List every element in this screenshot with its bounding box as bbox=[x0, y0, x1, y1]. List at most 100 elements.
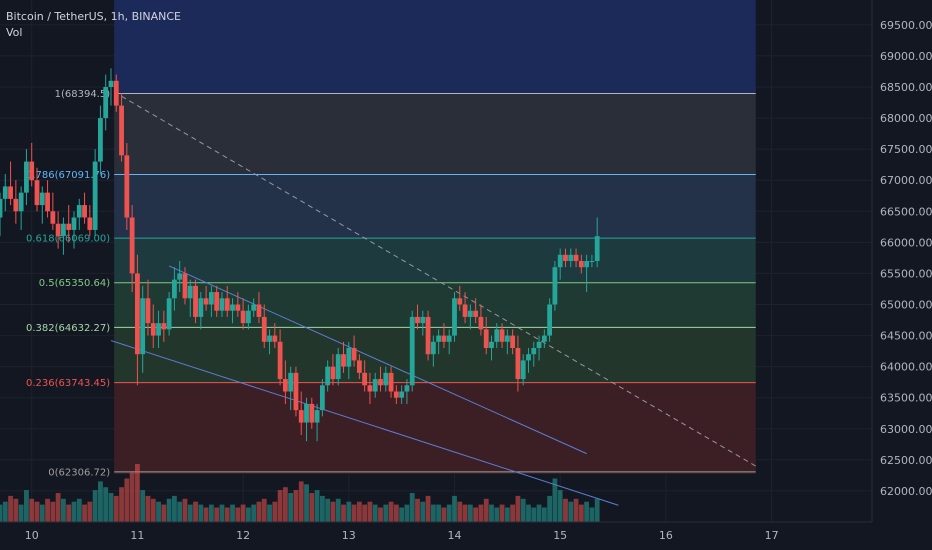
candle-body bbox=[520, 360, 526, 380]
fib-zone bbox=[114, 238, 756, 283]
candle-body bbox=[8, 186, 13, 199]
candle-body bbox=[341, 354, 346, 367]
candles bbox=[0, 68, 600, 442]
candle-body bbox=[404, 385, 410, 392]
candle-body bbox=[203, 298, 209, 305]
time-tick-label: 13 bbox=[342, 529, 356, 542]
candle-body bbox=[573, 254, 579, 261]
volume-bar bbox=[182, 498, 188, 522]
candle-body bbox=[335, 354, 341, 380]
volume-bar bbox=[573, 498, 579, 522]
price-tick-label: 67500.00 bbox=[880, 143, 932, 156]
price-tick-label: 66000.00 bbox=[880, 236, 932, 249]
candle-body bbox=[420, 316, 426, 324]
volume-bar bbox=[409, 493, 415, 522]
volume-bar bbox=[55, 493, 61, 522]
candle-body bbox=[187, 285, 193, 299]
volume-bar bbox=[520, 498, 526, 522]
volume-bar bbox=[124, 478, 130, 522]
candle-body bbox=[383, 372, 389, 386]
price-tick-label: 63500.00 bbox=[880, 392, 932, 405]
volume-bar bbox=[552, 478, 558, 522]
volume-bar bbox=[219, 504, 225, 522]
candle-body bbox=[541, 335, 547, 342]
volume-bar bbox=[235, 507, 241, 522]
candle-body bbox=[446, 335, 452, 342]
candle-body bbox=[198, 298, 204, 317]
candle-body bbox=[452, 298, 457, 336]
volume-bar bbox=[245, 507, 251, 522]
volume-bar bbox=[420, 501, 426, 522]
volume-indicator-label[interactable]: Vol bbox=[6, 26, 23, 39]
candle-body bbox=[462, 304, 468, 317]
volume-bar bbox=[82, 504, 87, 522]
volume-bar bbox=[457, 501, 463, 522]
candle-body bbox=[177, 273, 183, 280]
fib-zone bbox=[114, 327, 756, 383]
volume-bar bbox=[478, 504, 484, 522]
candle-body bbox=[18, 192, 24, 212]
volume-bar bbox=[50, 501, 56, 522]
fib-level-label: 0.618(66069.00) bbox=[26, 234, 110, 245]
price-tick-label: 64500.00 bbox=[880, 330, 932, 343]
volume-bars bbox=[0, 464, 600, 522]
volume-bar bbox=[489, 504, 494, 522]
candle-body bbox=[563, 254, 568, 261]
volume-bar bbox=[536, 504, 542, 522]
candle-body bbox=[92, 161, 98, 230]
volume-bar bbox=[39, 504, 45, 522]
volume-bar bbox=[594, 498, 600, 522]
time-tick-label: 14 bbox=[447, 529, 461, 542]
candle-body bbox=[515, 348, 521, 380]
volume-bar bbox=[446, 504, 452, 522]
trendlines[interactable] bbox=[110, 95, 756, 506]
fib-zone bbox=[114, 382, 756, 472]
volume-bar bbox=[156, 501, 161, 522]
price-axis[interactable]: 69500.00 69000.00 68500.00 68000.00 67500.00… bbox=[871, 0, 932, 550]
volume-bar bbox=[557, 490, 563, 522]
candle-body bbox=[304, 403, 309, 423]
candle-body bbox=[2, 186, 8, 199]
volume-bar bbox=[494, 507, 500, 522]
fib-level-label: 0.382(64632.27) bbox=[26, 323, 110, 334]
candle-body bbox=[457, 298, 463, 305]
volume-bar bbox=[140, 490, 146, 522]
candle-body bbox=[478, 316, 484, 330]
time-axis[interactable]: 10 11 12 13 14 15 16 17 bbox=[0, 521, 872, 550]
candle-body bbox=[372, 379, 378, 392]
candle-body bbox=[441, 335, 447, 342]
price-tick-label: 65000.00 bbox=[880, 299, 932, 312]
volume-bar bbox=[129, 472, 135, 522]
candle-body bbox=[584, 261, 590, 268]
price-axis-background bbox=[872, 0, 932, 550]
candle-body bbox=[45, 192, 50, 212]
candle-body bbox=[140, 298, 146, 355]
volume-bar bbox=[589, 507, 595, 522]
candle-body bbox=[129, 217, 135, 274]
volume-bar bbox=[240, 504, 246, 522]
candle-body bbox=[356, 360, 362, 373]
candle-body bbox=[568, 254, 574, 261]
time-axis-background bbox=[0, 522, 872, 550]
volume-bar bbox=[166, 498, 172, 522]
fib-retracement[interactable]: 1(68394.5) 0.786(67091.76) 0.618(66069.00)… bbox=[26, 0, 756, 478]
volume-bar bbox=[135, 464, 140, 522]
price-tick-label: 68000.00 bbox=[880, 112, 932, 125]
volume-bar bbox=[267, 504, 272, 522]
candle-body bbox=[393, 391, 399, 398]
volume-bar bbox=[113, 495, 119, 522]
volume-bar bbox=[145, 495, 151, 522]
candle-body bbox=[66, 223, 72, 230]
volume-bar bbox=[462, 504, 468, 522]
candle-body bbox=[494, 329, 500, 342]
candle-body bbox=[288, 372, 294, 392]
time-tick-label: 15 bbox=[553, 529, 567, 542]
volume-bar bbox=[87, 501, 93, 522]
candle-body bbox=[61, 223, 66, 237]
volume-bar bbox=[298, 481, 304, 522]
candle-body bbox=[362, 372, 368, 386]
volume-bar bbox=[282, 487, 288, 522]
volume-bar bbox=[510, 504, 516, 522]
volume-bar bbox=[335, 498, 341, 522]
